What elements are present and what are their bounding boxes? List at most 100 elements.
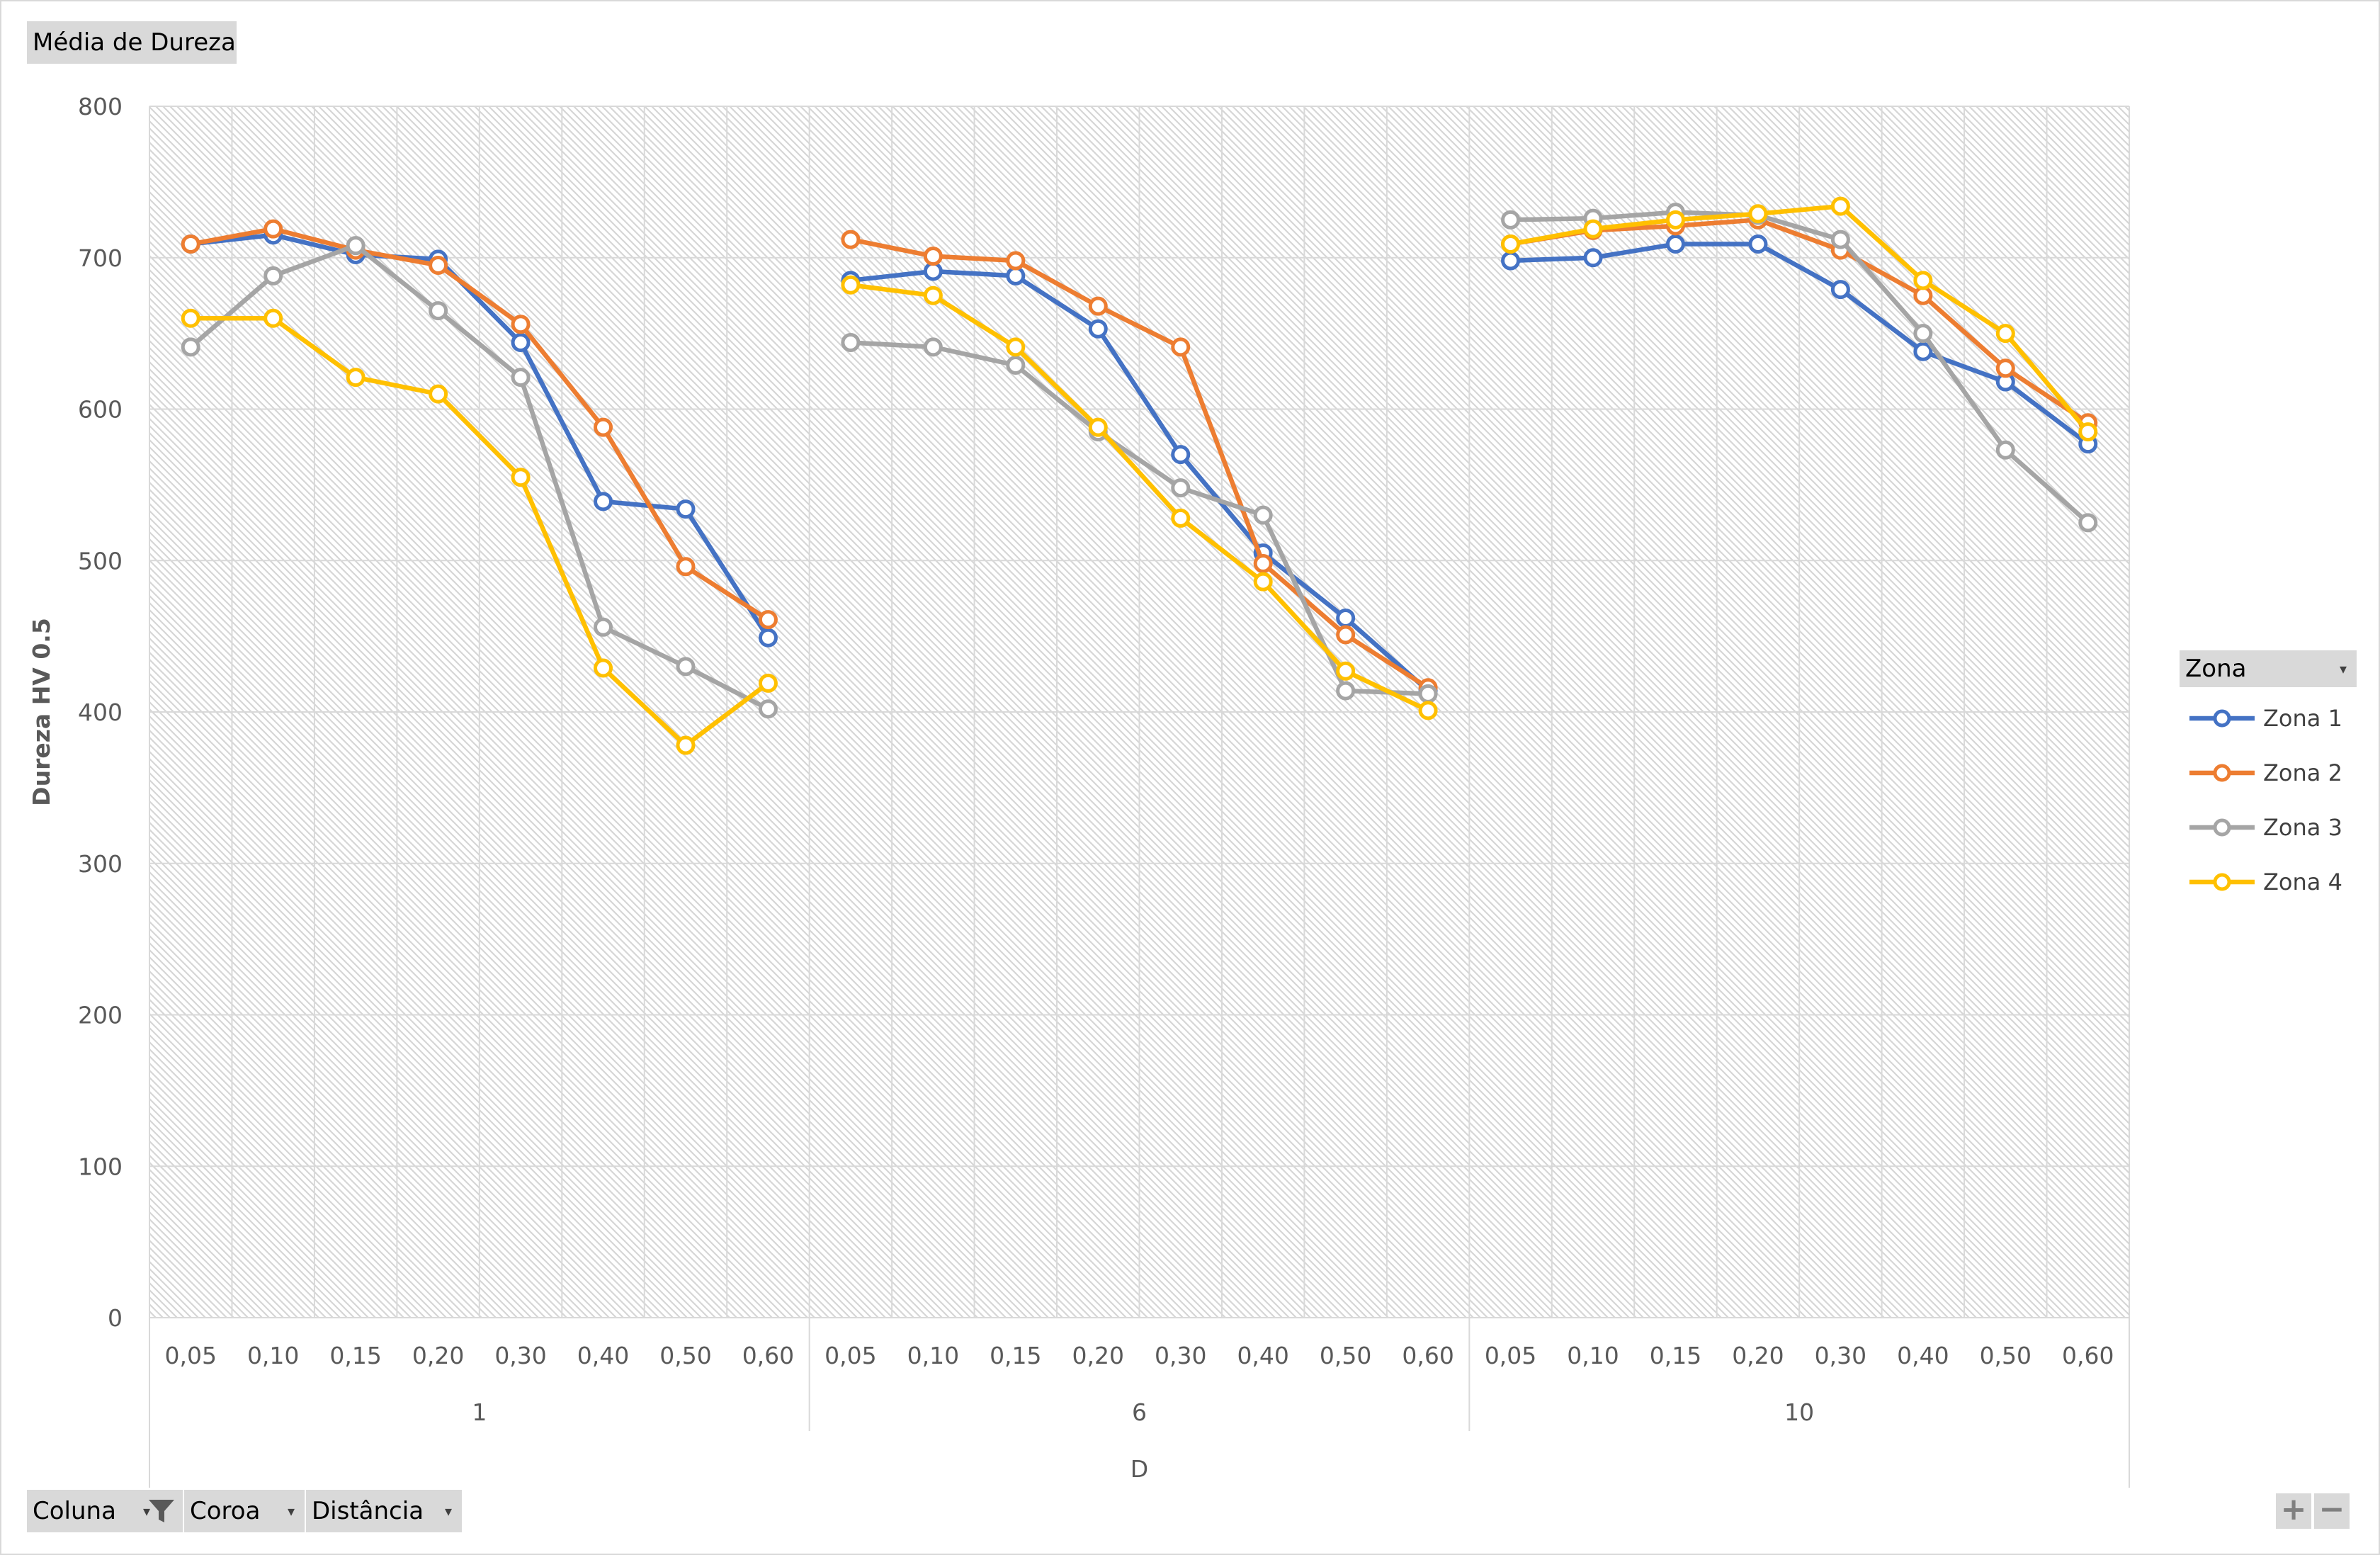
y-tick-label: 600 [78,396,123,424]
value-field-button[interactable]: Média de Dureza [27,21,238,64]
series-line [191,316,770,748]
x-tick-label: 0,15 [329,1342,381,1369]
series-line [850,283,1429,713]
x-axis-title: D [1130,1455,1148,1483]
data-point [1171,478,1191,498]
legend-entry[interactable]: Zona 2 [2188,752,2342,794]
data-point [181,308,200,328]
series-line [189,243,769,711]
filter-icon[interactable] [147,1497,176,1525]
data-point [1501,234,1521,254]
legend-marker [2189,764,2255,782]
x-tick-label: 0,05 [824,1342,876,1369]
data-point [1006,251,1026,271]
collapse-field-button[interactable]: − [2314,1493,2350,1529]
legend-label: Zona 3 [2263,814,2342,841]
x-tick-label: 0,60 [742,1342,794,1369]
legend-entry[interactable]: Zona 3 [2188,806,2342,849]
data-point [594,658,613,678]
data-point [841,230,861,249]
y-tick-label: 700 [78,244,123,272]
data-point [1583,219,1603,239]
y-tick-label: 100 [78,1153,123,1180]
x-tick-label: 0,50 [659,1342,711,1369]
y-tick-label: 0 [108,1304,123,1332]
series-line [850,237,1429,690]
data-point [1006,356,1026,375]
data-point [676,557,696,577]
data-point [1253,554,1273,574]
series-line [190,232,771,640]
chevron-down-icon[interactable]: ▾ [142,1503,150,1520]
data-point [1995,440,2015,460]
data-point [2078,422,2098,442]
legend-marker [2189,709,2255,728]
data-point [1995,358,2015,378]
axis-field-button-coroa[interactable]: Coroa ▾ [184,1490,306,1532]
axis-field-label: Distância [312,1497,424,1525]
data-point [1171,445,1191,465]
series-line [850,340,1429,696]
legend-field-button[interactable]: Zona ▾ [2180,650,2357,687]
series-line [850,268,1430,693]
data-point [1418,701,1438,720]
axis-field-button-distancia[interactable]: Distância ▾ [306,1490,463,1532]
y-tick-label: 400 [78,699,123,726]
data-point [429,384,448,404]
x-tick-label: 0,30 [1155,1342,1206,1369]
data-point [1501,251,1521,271]
data-point [1913,341,1933,361]
x-tick-label: 0,10 [247,1342,299,1369]
x-tick-label: 0,20 [1732,1342,1784,1369]
data-point [1336,661,1356,681]
data-point [758,699,778,719]
chevron-down-icon[interactable]: ▾ [444,1503,452,1520]
data-point [511,315,531,334]
x-tick-label: 0,60 [1402,1342,1454,1369]
data-point [758,610,778,630]
legend-label: Zona 2 [2263,759,2342,786]
data-point [511,332,531,352]
y-tick-label: 500 [78,547,123,575]
x-tick-label: 0,05 [164,1342,216,1369]
x-tick-label: 0,50 [1980,1342,2032,1369]
data-point [1336,608,1356,628]
data-point [1171,337,1191,357]
chevron-down-icon[interactable]: ▾ [287,1503,295,1520]
data-point [264,308,283,328]
expand-field-button[interactable]: + [2276,1493,2311,1529]
legend-entry[interactable]: Zona 1 [2188,697,2342,740]
data-point [676,735,696,755]
x-tick-label: 0,10 [907,1342,959,1369]
data-point [1418,684,1438,703]
legend-entry[interactable]: Zona 4 [2188,861,2342,903]
data-point [1830,280,1850,300]
legend-field-label: Zona [2185,655,2247,683]
data-point [923,247,943,266]
x-group-label: 1 [472,1398,487,1426]
data-point [923,337,943,357]
legend-label: Zona 1 [2263,705,2342,732]
x-tick-label: 0,60 [2062,1342,2114,1369]
data-point [511,368,531,388]
legend-label: Zona 4 [2263,869,2342,895]
data-point [346,236,366,256]
chevron-down-icon[interactable]: ▾ [2339,660,2347,677]
data-point [923,285,943,305]
axis-field-button-coluna[interactable]: Coluna ▾ [27,1490,184,1532]
x-tick-label: 0,20 [412,1342,464,1369]
data-point [429,301,448,321]
value-field-label: Média de Dureza [33,28,236,57]
data-point [2078,513,2098,533]
data-point [1088,296,1108,316]
legend-marker [2189,818,2255,837]
data-point [264,219,283,239]
data-point [1913,271,1933,290]
data-point [1665,234,1685,254]
data-point [1583,248,1603,268]
data-point [1006,337,1026,357]
data-point [1336,625,1356,645]
x-tick-label: 0,30 [494,1342,546,1369]
data-point [511,468,531,487]
x-tick-label: 0,50 [1320,1342,1371,1369]
